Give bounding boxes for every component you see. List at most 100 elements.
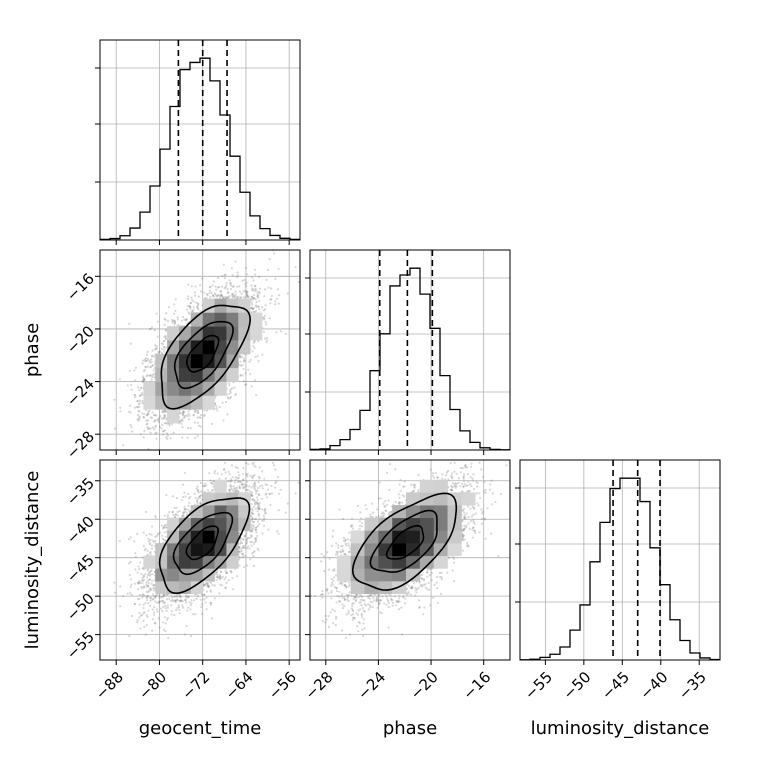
x-tick-label: −50 [559,668,594,703]
histogram-bin [200,58,210,240]
density-cell [167,340,180,355]
density-cell [143,555,156,569]
density-cell [238,312,251,327]
histogram-bin [260,229,270,240]
y-tick-label: −16 [63,270,98,305]
density-cell [155,395,168,410]
histogram-bin [550,654,560,660]
density-cell [167,367,180,382]
density-cell [238,505,251,519]
density-cell [190,395,204,410]
density-cell [202,543,215,557]
histogram-bin [270,235,280,240]
histogram-bin [220,115,230,240]
density-cell [167,326,180,341]
panel-frame [519,459,721,661]
density-cell [406,492,421,506]
density-cell [461,492,476,506]
histogram-bin [620,478,630,660]
density-cell [447,543,462,557]
density-cell [167,395,180,410]
density-cell [226,312,239,327]
histogram-bin [140,212,150,240]
y-axis-label: phase [22,323,43,377]
histogram-luminosity_distance [520,477,720,660]
density-cell [155,381,168,396]
density-cell [419,505,435,519]
histogram-bin [190,62,200,240]
density-cell [350,555,365,569]
density-cells [336,479,476,595]
density-cell [178,340,192,355]
histogram-bin [210,81,220,240]
density-cell [433,479,448,493]
histogram-bin [420,294,430,450]
histogram-bin [350,429,360,450]
x-tick-label: −64 [222,668,257,703]
panel-geocent_time-vs-luminosity_distance: −55 −50−45−40 −35 −88 −80 −72 −64 −56 [63,459,301,703]
contour-level-2 [369,509,438,573]
panel-phase-vs-luminosity_distance: −28 −24 −20 −16 [301,459,511,703]
histogram-bin [690,653,700,660]
histogram-bin [330,446,340,450]
x-tick-label: −40 [636,668,671,703]
contour-level-1 [185,525,220,561]
density-cell [433,517,448,531]
density-cell [167,409,180,424]
histogram-bin [580,605,590,660]
density-cell [433,492,448,506]
density-cell [214,479,227,493]
density-cell [364,517,379,531]
density-cell [167,381,180,396]
y-tick-label: −28 [63,427,98,462]
density-cell [214,367,227,382]
contour-level-1 [385,524,425,560]
density-cell [433,505,448,519]
panel-content [520,460,720,660]
x-axis-label: phase [383,718,437,739]
density-cell [392,530,407,544]
histogram-bin [400,275,410,450]
density-cell [190,568,204,582]
histogram-bin [130,228,140,240]
density-cell [226,367,239,382]
histogram-bin [560,647,570,660]
y-axis-label: luminosity_distance [22,471,43,650]
density-cell [350,581,365,595]
panel-content [100,460,300,660]
panel-content [310,460,510,660]
density-cell [214,517,227,531]
histogram-bin [600,522,610,660]
contour-level-1 [185,334,220,373]
density-cell [190,530,204,544]
density-cell [178,367,192,382]
density-cell [406,568,421,582]
y-tick-label: −24 [63,375,98,410]
x-tick-label: −28 [301,668,336,703]
density-cell [364,568,379,582]
histogram-bin [660,585,670,660]
x-tick-label: −72 [178,668,213,703]
x-tick-label: −55 [521,668,556,703]
density-cell [419,479,435,493]
density-cell [378,517,393,531]
density-cell [155,555,168,569]
density-cell [202,395,215,410]
histogram-bin [640,502,650,660]
density-cell [406,530,421,544]
density-cell [202,353,215,369]
histogram-bin [180,70,190,240]
panel-frame [309,459,511,661]
density-cell [178,530,192,544]
density-cell [190,353,204,369]
density-cell [226,530,239,544]
histogram-bin [460,431,470,450]
histogram-bin [430,328,440,450]
density-cell [378,543,393,557]
density-cell [226,555,239,569]
grid [310,250,510,450]
histogram-bin [340,440,350,450]
x-tick-label: −56 [265,668,300,703]
density-cell [364,555,379,569]
